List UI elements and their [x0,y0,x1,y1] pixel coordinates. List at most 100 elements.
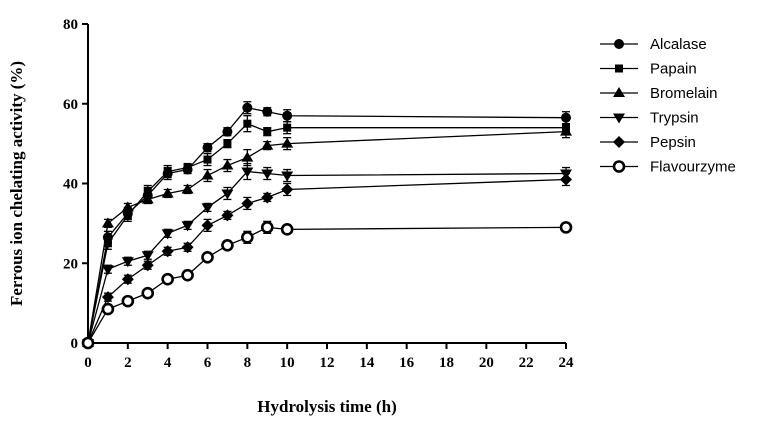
series-layer [81,101,573,350]
legend-label: Bromelain [650,85,718,102]
legend-marker [613,136,625,148]
data-point [281,171,294,182]
x-tick-label: 22 [519,355,534,371]
data-point [121,257,134,268]
x-tick-label: 12 [320,355,335,371]
x-axis-title: Hydrolysis time (h) [257,397,396,416]
series-line [87,131,567,344]
data-point [221,239,234,252]
data-point [241,197,254,210]
data-point [202,142,213,153]
data-point [222,126,233,137]
data-point [560,125,572,136]
x-tick-label: 16 [399,355,415,371]
data-point [282,110,293,121]
legend-label: Pepsin [650,134,696,151]
data-point [559,221,573,234]
series-line [87,107,567,344]
data-point [283,123,292,132]
data-point [101,217,114,228]
data-point [281,183,294,196]
x-tick-label: 8 [244,355,252,371]
y-tick-label: 60 [63,97,78,113]
legend-label: Papain [650,61,697,78]
legend-marker [614,39,624,49]
legend-marker [613,87,625,97]
legend-marker [612,160,626,173]
data-point [121,273,134,286]
data-point [223,139,232,148]
data-point [121,294,135,308]
data-point [260,221,274,234]
series-line [87,178,567,344]
y-axis-title: Ferrous ion chelating activity (%) [7,61,26,306]
data-point [201,169,214,180]
data-point [163,167,172,176]
data-point [181,241,194,254]
x-tick-label: 20 [479,355,494,371]
data-point [141,259,154,272]
data-point [281,137,294,148]
data-point [181,183,194,194]
data-point [123,211,132,220]
legend-label: Trypsin [650,110,699,127]
series-papain [84,115,570,347]
series-bromelain [82,125,572,347]
x-tick-label: 10 [280,355,295,371]
data-point [242,102,253,113]
data-point [181,268,194,282]
x-tick-label: 6 [204,355,212,371]
series-flavourzyme [81,220,573,350]
x-tick-label: 4 [164,355,172,371]
y-tick-label: 80 [63,17,78,33]
data-point [121,201,134,212]
legend-item: Bromelain [600,85,718,102]
data-point [161,229,174,240]
data-point [103,239,112,248]
data-point [243,119,252,128]
data-point [241,167,254,178]
data-point [201,203,214,214]
x-tick-label: 18 [439,355,454,371]
data-point [161,187,174,198]
legend-marker [615,64,623,73]
data-point [280,223,294,236]
data-point [261,139,274,150]
data-point [261,169,274,180]
legend: Alcalase Papain Bromelain Trypsin Pepsin Flav… [600,36,736,176]
data-point [201,219,214,232]
series-pepsin [82,172,572,349]
data-point [221,159,234,170]
legend-label: Alcalase [650,36,707,53]
legend-item: Alcalase [600,36,707,53]
series-trypsin [82,162,572,349]
data-point [141,193,154,204]
data-point [101,302,115,316]
legend-item: Flavourzyme [600,159,736,176]
y-tick-label: 20 [63,256,78,272]
data-point [241,231,254,244]
series-line [87,226,567,344]
data-point [201,250,214,264]
data-point [141,251,154,262]
legend-item: Pepsin [600,134,696,151]
legend-marker [613,113,625,124]
data-point [81,336,95,350]
series-alcalase [83,101,571,348]
data-point [101,291,114,304]
x-tick-label: 24 [559,355,575,371]
data-point [101,265,114,276]
data-point [221,209,234,222]
data-point [241,151,254,162]
x-tick-label: 2 [124,355,132,371]
data-point [262,106,273,117]
x-tick-label: 0 [84,355,92,371]
data-point [181,221,194,232]
data-point [203,155,212,164]
y-tick-label: 40 [63,177,78,193]
legend-item: Papain [600,61,697,78]
data-point [561,112,571,123]
data-point [161,245,174,258]
